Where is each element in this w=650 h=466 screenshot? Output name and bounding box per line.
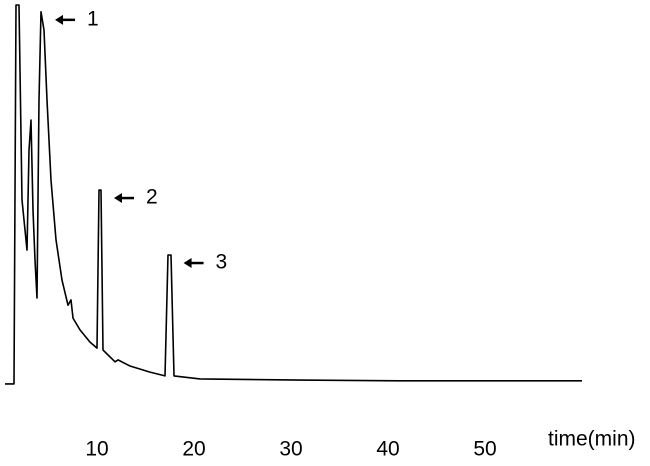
annotation-arrow <box>183 258 192 269</box>
annotation-arrow <box>55 14 64 25</box>
annotation-label: 3 <box>216 251 228 274</box>
x-tick-label: 50 <box>473 438 496 461</box>
annotation-label: 2 <box>146 186 158 209</box>
x-tick-label: 30 <box>279 438 302 461</box>
chromatogram-trace <box>5 4 582 385</box>
x-tick-label: 40 <box>376 438 399 461</box>
annotation-label: 1 <box>87 7 99 30</box>
x-tick-label: 10 <box>85 438 108 461</box>
x-axis-label: time(min) <box>548 428 636 451</box>
annotation-arrow <box>114 193 123 204</box>
x-tick-label: 20 <box>182 438 205 461</box>
